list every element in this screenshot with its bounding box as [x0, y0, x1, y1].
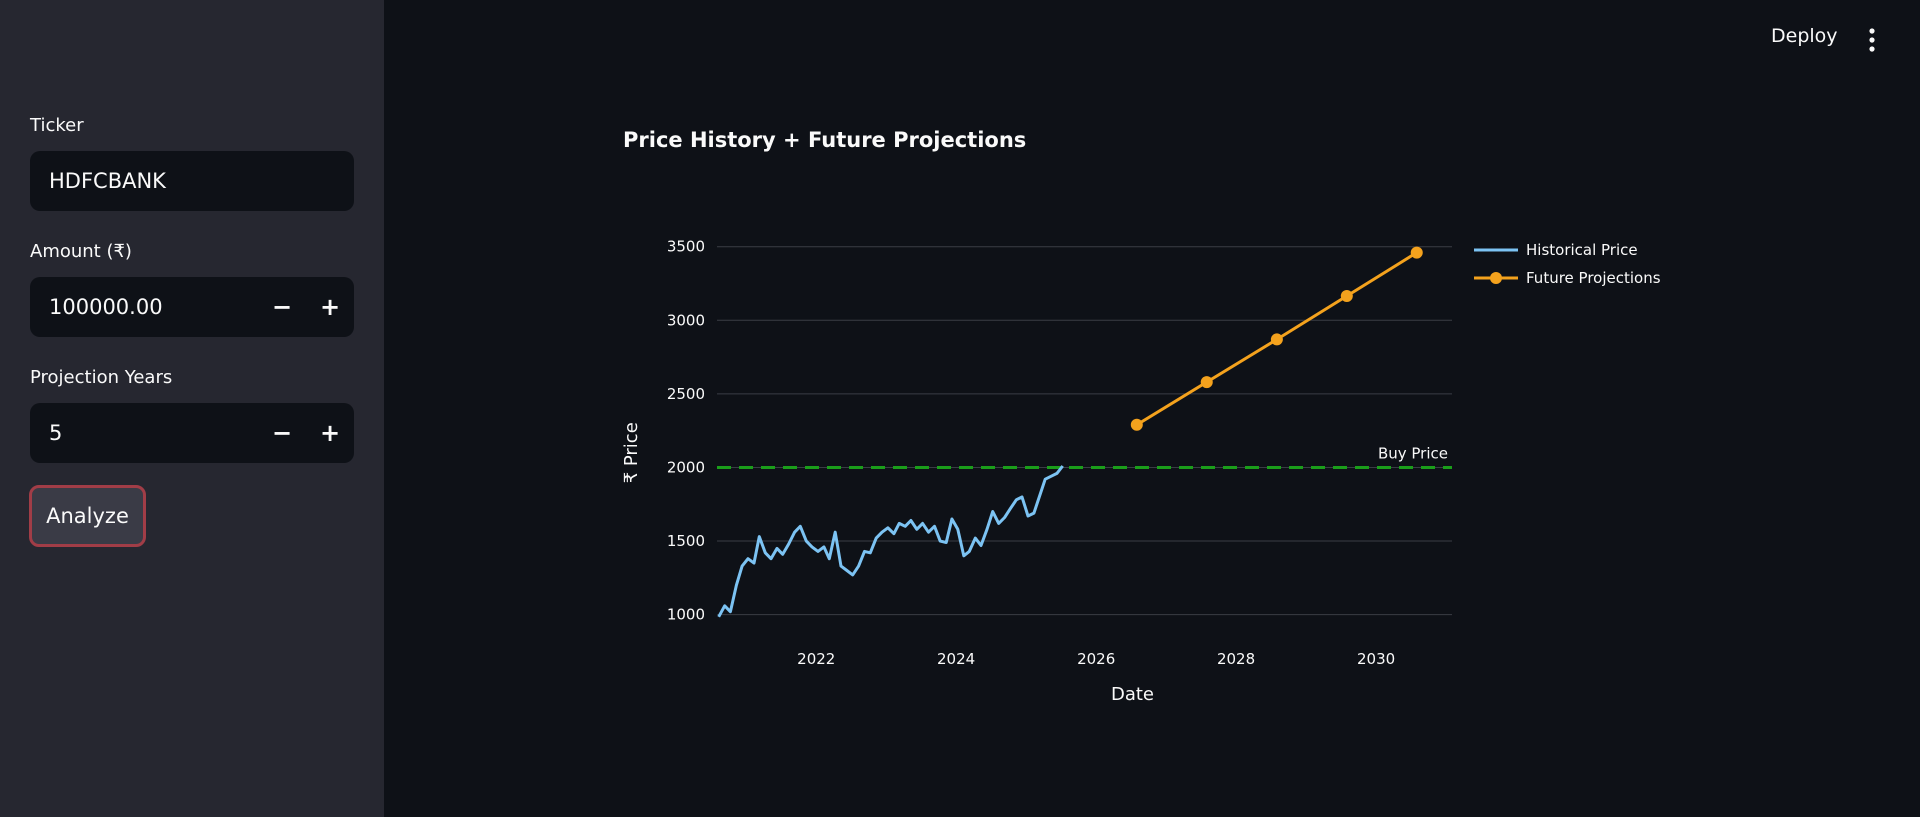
future-projection-point: [1410, 246, 1423, 259]
deploy-button[interactable]: Deploy: [1771, 25, 1838, 47]
future-projection-point: [1340, 290, 1353, 303]
future-projection-point: [1130, 418, 1143, 431]
amount-increment-button[interactable]: +: [319, 293, 341, 321]
ticker-input-value: HDFCBANK: [49, 169, 166, 193]
y-tick-label: 3500: [667, 238, 705, 256]
y-axis-title: ₹ Price: [621, 422, 642, 483]
projection-years-value: 5: [49, 421, 63, 445]
projection-years-increment-button[interactable]: +: [319, 419, 341, 447]
x-tick-label: 2026: [1077, 650, 1115, 668]
buy-price-label: Buy Price: [1378, 444, 1448, 462]
main-menu-kebab-icon[interactable]: [1862, 27, 1882, 53]
y-tick-label: 2000: [667, 458, 705, 476]
y-tick-label: 1500: [667, 532, 705, 550]
amount-number-input[interactable]: 100000.00 − +: [30, 277, 354, 337]
x-tick-label: 2028: [1217, 650, 1255, 668]
projection-years-label: Projection Years: [30, 367, 173, 388]
series-line-1: [717, 465, 1064, 618]
future-projection-point: [1270, 333, 1283, 346]
x-tick-label: 2024: [937, 650, 975, 668]
legend-label-2: Future Projections: [1526, 269, 1661, 287]
analyze-button[interactable]: Analyze: [29, 485, 146, 547]
y-tick-label: 1000: [667, 606, 705, 624]
x-tick-label: 2022: [797, 650, 835, 668]
amount-label: Amount (₹): [30, 241, 132, 262]
legend-label-1: Historical Price: [1526, 241, 1638, 259]
chart-title: Price History + Future Projections: [623, 128, 1027, 152]
future-projection-point: [1200, 376, 1213, 389]
sidebar: Ticker HDFCBANK Amount (₹) 100000.00 − +…: [0, 0, 384, 817]
amount-input-value: 100000.00: [49, 295, 163, 319]
ticker-label: Ticker: [30, 115, 84, 136]
legend-marker-2: [1490, 272, 1502, 284]
projection-years-number-input[interactable]: 5 − +: [30, 403, 354, 463]
y-tick-label: 2500: [667, 385, 705, 403]
amount-decrement-button[interactable]: −: [271, 293, 293, 321]
x-tick-label: 2030: [1357, 650, 1395, 668]
x-axis-title: Date: [1111, 684, 1154, 705]
y-tick-label: 3000: [667, 311, 705, 329]
projection-years-decrement-button[interactable]: −: [271, 419, 293, 447]
ticker-input[interactable]: HDFCBANK: [30, 151, 354, 211]
